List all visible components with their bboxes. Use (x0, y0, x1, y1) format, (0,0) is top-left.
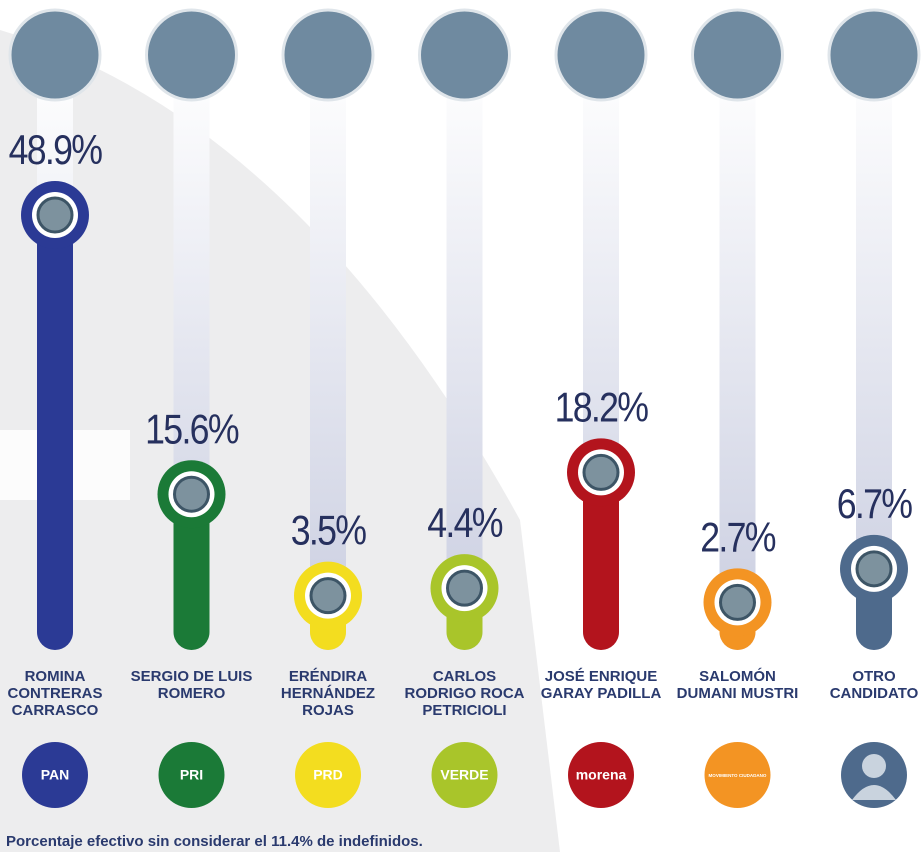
bar (37, 215, 73, 650)
party-logo (22, 742, 88, 808)
candidate-name: SERGIO DE LUIS ROMERO (130, 668, 253, 702)
photo (554, 8, 648, 102)
party-logo (568, 742, 634, 808)
value-label: 18.2% (555, 385, 649, 431)
avatar-body (852, 785, 896, 800)
avatar-head (862, 754, 886, 778)
party-label: MOVIMIENTO CIUDADANO (709, 773, 767, 778)
track (856, 60, 892, 650)
party-logo (704, 742, 771, 808)
candidate-name: SALOMÓN DUMANI MUSTRI (676, 668, 799, 702)
photo (827, 8, 921, 102)
photo (145, 8, 238, 102)
candidate-name: CARLOS RODRIGO ROCA PETRICIOLI (404, 668, 525, 719)
candidate-name: OTRO CANDIDATO (829, 668, 919, 702)
value-label: 2.7% (700, 515, 776, 561)
party-label: PRI (180, 767, 203, 783)
marker-dot (173, 475, 210, 513)
marker-dot (309, 577, 347, 615)
bar (583, 472, 619, 650)
track (719, 60, 756, 650)
photo (418, 8, 511, 102)
candidate-name: ROMINA CONTRERAS CARRASCO (7, 668, 103, 719)
marker-dot (719, 583, 756, 621)
photo (8, 8, 102, 102)
candidate-name: JOSÉ ENRIQUE GARAY PADILLA (540, 668, 662, 702)
value-label: 6.7% (837, 481, 913, 527)
value-label: 48.9% (9, 127, 103, 173)
track (446, 60, 483, 650)
value-label: 4.4% (427, 501, 503, 547)
marker-dot (446, 569, 483, 607)
track (310, 60, 346, 650)
bar (173, 494, 210, 650)
photo (691, 8, 784, 102)
background-shape (0, 30, 560, 852)
value-label: 15.6% (145, 407, 239, 453)
party-logo (431, 742, 498, 808)
party-label: morena (576, 767, 627, 783)
party-label: VERDE (440, 767, 488, 783)
photo (281, 8, 375, 102)
marker-dot (36, 196, 74, 234)
party-logo (295, 742, 361, 808)
footnote: Porcentaje efectivo sin considerar el 11… (6, 833, 423, 850)
marker-dot (855, 550, 893, 588)
party-label: PAN (41, 767, 70, 783)
party-logo (158, 742, 225, 808)
marker-dot (582, 453, 620, 491)
value-label: 3.5% (291, 508, 367, 554)
candidate-name: ERÉNDIRA HERNÁNDEZ ROJAS (280, 668, 376, 719)
party-label: PRD (313, 767, 343, 783)
